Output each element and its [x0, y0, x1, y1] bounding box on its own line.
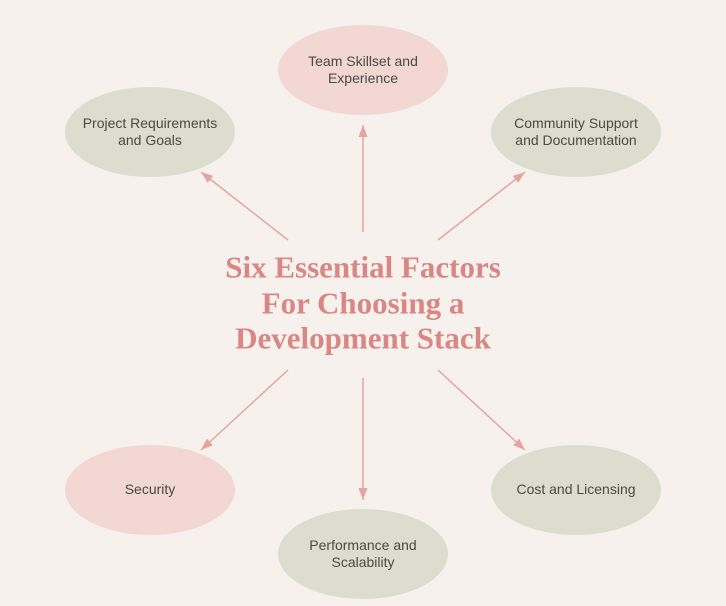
- arrow-line-community: [438, 172, 525, 240]
- node-team: Team Skillset and Experience: [278, 25, 448, 115]
- arrow-head-security: [201, 439, 213, 450]
- arrow-head-cost: [513, 439, 525, 450]
- node-label: Security: [125, 481, 176, 499]
- arrow-head-project: [201, 172, 213, 183]
- arrow-line-security: [201, 370, 288, 450]
- arrow-head-performance: [359, 488, 368, 500]
- node-project: Project Requirements and Goals: [65, 87, 235, 177]
- node-cost: Cost and Licensing: [491, 445, 661, 535]
- arrow-line-project: [201, 172, 288, 240]
- node-label: Project Requirements and Goals: [75, 115, 225, 150]
- arrow-head-community: [513, 172, 525, 183]
- node-label: Community Support and Documentation: [501, 115, 651, 150]
- center-title: Six Essential FactorsFor Choosing aDevel…: [225, 250, 501, 357]
- center-title-line: Six Essential Factors: [225, 250, 501, 286]
- node-label: Team Skillset and Experience: [288, 53, 438, 88]
- node-performance: Performance and Scalability: [278, 509, 448, 599]
- node-label: Performance and Scalability: [288, 537, 438, 572]
- arrow-line-cost: [438, 370, 525, 450]
- infographic-canvas: Six Essential FactorsFor Choosing aDevel…: [0, 0, 726, 606]
- node-security: Security: [65, 445, 235, 535]
- center-title-line: Development Stack: [225, 321, 501, 357]
- node-label: Cost and Licensing: [516, 481, 635, 499]
- center-title-line: For Choosing a: [225, 285, 501, 321]
- node-community: Community Support and Documentation: [491, 87, 661, 177]
- arrow-head-team: [359, 125, 368, 137]
